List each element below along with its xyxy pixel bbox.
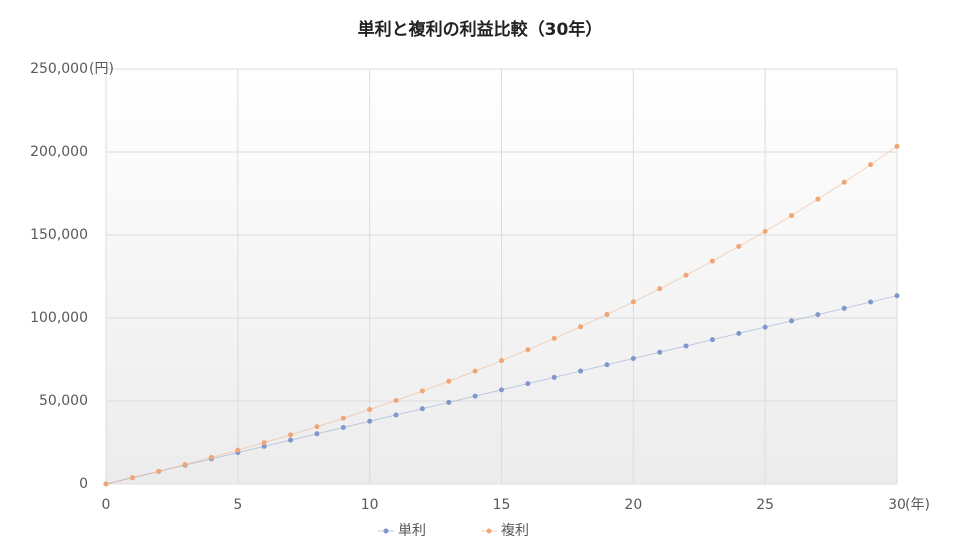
data-point — [472, 368, 478, 374]
data-point — [789, 213, 795, 219]
data-point — [762, 228, 768, 234]
y-tick-label: 150,000 — [30, 227, 88, 243]
x-tick-label: 10 — [361, 497, 379, 513]
x-tick-label: 30 — [888, 497, 906, 513]
data-point — [789, 318, 795, 324]
legend-marker — [486, 528, 492, 534]
data-point — [630, 299, 636, 305]
data-point — [683, 272, 689, 278]
data-point — [340, 415, 346, 421]
data-point — [551, 335, 557, 341]
data-point — [446, 378, 452, 384]
data-point — [736, 243, 742, 249]
data-point — [815, 196, 821, 202]
data-point — [367, 406, 373, 412]
data-point — [419, 406, 425, 412]
x-tick-label: 25 — [756, 497, 774, 513]
data-point — [499, 387, 504, 393]
data-point — [894, 143, 900, 149]
x-tick-label: 0 — [102, 497, 111, 513]
data-point — [709, 258, 715, 264]
legend-marker — [383, 528, 389, 534]
data-point — [499, 358, 504, 364]
y-tick-label: 0 — [79, 476, 88, 492]
data-point — [446, 399, 452, 405]
data-point — [182, 462, 188, 468]
data-point — [578, 368, 584, 374]
data-point — [657, 349, 663, 355]
data-point — [736, 330, 742, 336]
data-point — [261, 440, 267, 446]
data-point — [393, 412, 399, 418]
legend-label: 単利 — [398, 523, 426, 539]
data-point — [868, 162, 874, 168]
data-point — [525, 347, 531, 353]
data-point — [841, 179, 847, 185]
data-point — [367, 418, 373, 424]
data-point — [340, 425, 346, 431]
data-point — [103, 481, 109, 487]
data-point — [815, 312, 821, 318]
data-point — [156, 468, 162, 474]
x-unit: (年) — [905, 497, 930, 513]
data-point — [630, 356, 636, 362]
y-unit: (円) — [89, 61, 114, 77]
data-point — [288, 437, 294, 443]
y-tick-label: 200,000 — [30, 144, 88, 160]
data-point — [314, 424, 320, 430]
x-tick-label: 5 — [233, 497, 242, 513]
data-point — [683, 343, 689, 349]
data-point — [314, 431, 320, 437]
data-point — [868, 299, 874, 305]
legend-label: 複利 — [501, 522, 529, 539]
data-point — [288, 432, 294, 438]
data-point — [604, 362, 610, 368]
data-point — [657, 286, 663, 292]
data-point — [261, 443, 267, 449]
y-tick-label: 50,000 — [39, 393, 88, 409]
data-point — [235, 447, 241, 453]
data-point — [762, 324, 768, 330]
data-point — [525, 381, 531, 387]
data-point — [551, 374, 557, 380]
data-point — [709, 337, 715, 343]
data-point — [129, 475, 135, 481]
data-point — [578, 324, 584, 330]
data-point — [472, 393, 478, 399]
data-point — [419, 388, 425, 394]
data-point — [393, 398, 399, 404]
chart-title: 単利と複利の利益比較（30年） — [358, 19, 603, 40]
data-point — [894, 293, 900, 299]
data-point — [604, 312, 610, 318]
data-point — [208, 454, 214, 460]
data-point — [841, 305, 847, 311]
x-tick-label: 20 — [624, 497, 642, 513]
y-tick-label: 250,000 — [30, 61, 88, 77]
x-tick-label: 15 — [493, 497, 511, 513]
y-tick-label: 100,000 — [30, 310, 88, 326]
